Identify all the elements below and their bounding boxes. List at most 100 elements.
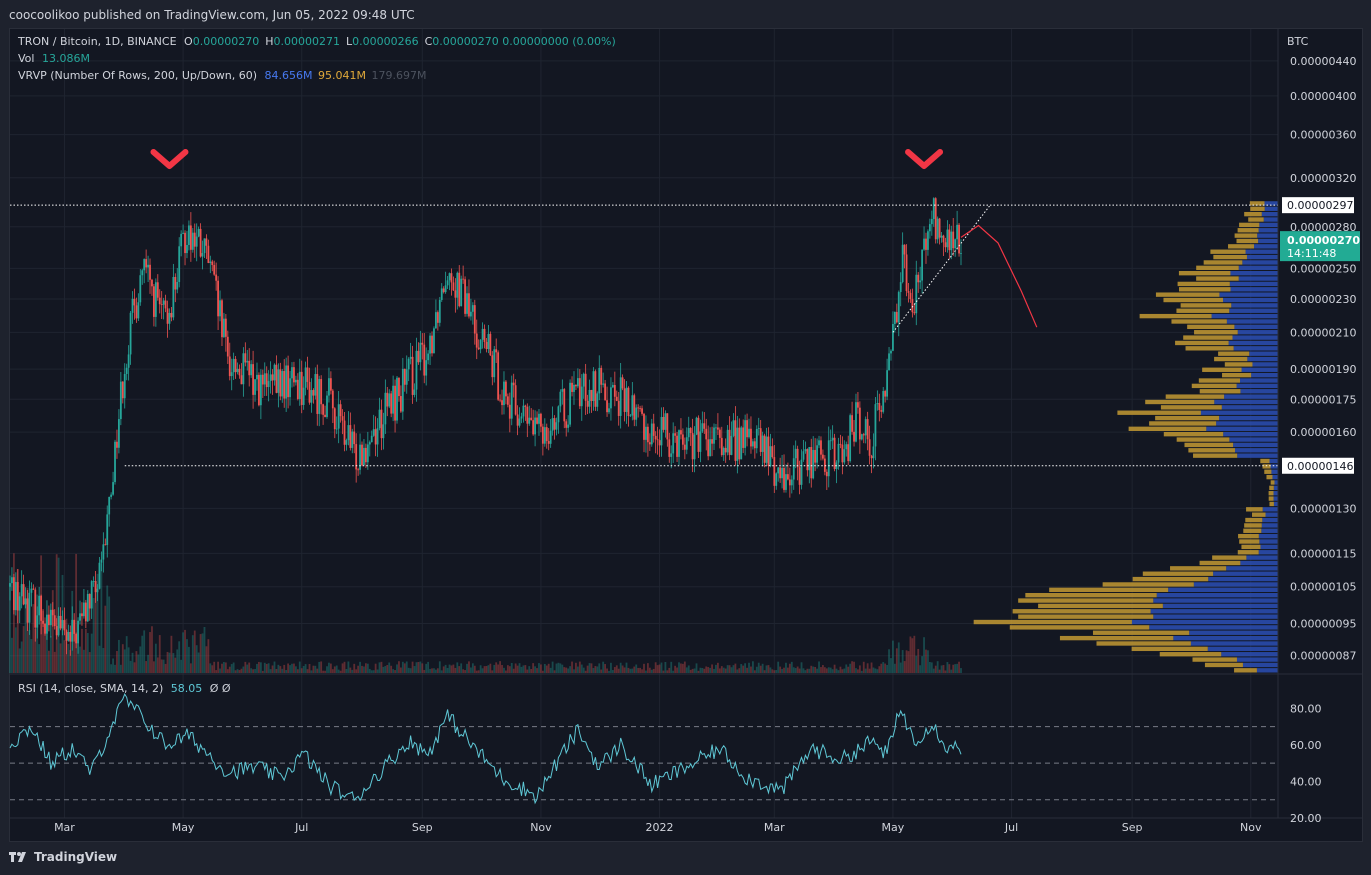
volume-bar-256 — [506, 665, 509, 673]
volume-bar-488 — [958, 661, 960, 673]
volume-bar-210 — [417, 661, 420, 673]
volume-bar-193 — [384, 666, 387, 673]
candle-body-189 — [376, 428, 379, 445]
candle-body-160 — [320, 379, 323, 405]
volume-bar-203 — [403, 663, 406, 673]
volume-bar-113 — [228, 666, 231, 673]
volume-bar-138 — [277, 664, 280, 673]
volume-bar-395 — [777, 661, 780, 673]
vp-up-row-61 — [1228, 340, 1278, 346]
volume-bar-37 — [81, 628, 83, 673]
volume-bar-280 — [553, 670, 556, 673]
candle-body-310 — [611, 385, 614, 388]
volume-bar-169 — [337, 669, 340, 673]
volume-bar-300 — [592, 668, 595, 673]
price-tick-4: 0.00000280 — [1290, 221, 1356, 234]
volume-bar-460 — [903, 661, 906, 673]
vp-down-row-20 — [1199, 560, 1241, 566]
candle-body-109 — [221, 300, 223, 338]
volume-bar-424 — [833, 664, 836, 673]
vp-up-row-39 — [1269, 458, 1278, 464]
volume-bar-114 — [230, 664, 233, 673]
candle-body-239 — [473, 305, 476, 334]
volume-bar-236 — [468, 661, 470, 673]
candle-body-191 — [380, 409, 383, 439]
vp-up-row-78 — [1245, 249, 1278, 254]
vp-down-row-51 — [1165, 394, 1225, 399]
candle-body-0 — [9, 583, 11, 587]
vp-down-row-43 — [1176, 437, 1230, 442]
volume-bar-225 — [446, 667, 449, 673]
volume-bar-86 — [176, 649, 179, 673]
volume-bar-322 — [635, 664, 638, 673]
volume-bar-263 — [520, 666, 523, 673]
tradingview-logo[interactable]: TradingView — [9, 850, 117, 864]
candle-body-377 — [742, 427, 745, 448]
volume-bar-227 — [450, 665, 453, 673]
candle-body-429 — [843, 449, 846, 463]
volume-bar-446 — [876, 669, 879, 673]
vp-down-row-70 — [1155, 292, 1220, 297]
volume-bar-104 — [211, 665, 214, 673]
candle-body-469 — [921, 249, 924, 281]
volume-bar-330 — [650, 669, 653, 673]
volume-bar-235 — [466, 663, 468, 673]
vp-down-row-33 — [1268, 491, 1274, 496]
candle-body-375 — [738, 427, 741, 460]
volume-bar-103 — [209, 663, 212, 673]
volume-bar-258 — [510, 662, 513, 673]
volume-bar-273 — [540, 664, 542, 673]
volume-legend[interactable]: Vol 13.086M — [18, 52, 90, 65]
volume-bar-402 — [790, 661, 793, 673]
candle-body-216 — [429, 335, 431, 354]
volume-bar-262 — [518, 663, 521, 673]
volume-bar-63 — [131, 652, 134, 673]
volume-bar-320 — [631, 668, 634, 673]
volume-bar-261 — [516, 665, 519, 673]
volume-bar-206 — [409, 668, 412, 673]
candle-body-348 — [685, 437, 688, 450]
candle-body-134 — [269, 374, 272, 382]
volume-bar-327 — [645, 670, 647, 673]
vp-up-row-31 — [1273, 501, 1278, 507]
volume-bar-284 — [561, 664, 564, 673]
volume-bar-483 — [948, 664, 951, 673]
volume-bar-204 — [405, 661, 408, 673]
candle-body-18 — [44, 623, 46, 634]
rsi-value: 58.05 — [170, 682, 203, 695]
candle-body-59 — [123, 373, 126, 399]
rsi-legend[interactable]: RSI (14, close, SMA, 14, 2) 58.05 Ø Ø — [18, 682, 231, 695]
candle-body-101 — [205, 238, 208, 246]
candle-body-455 — [893, 311, 896, 324]
candle-body-486 — [954, 239, 957, 249]
candle-body-446 — [876, 403, 879, 405]
candle-body-201 — [400, 396, 402, 412]
volume-bar-191 — [380, 661, 383, 673]
vp-down-row-48 — [1117, 410, 1201, 415]
volume-bar-401 — [788, 663, 791, 673]
volume-bar-319 — [629, 668, 632, 673]
volume-bar-18 — [44, 617, 46, 673]
volume-bar-163 — [326, 666, 328, 673]
candle-body-47 — [100, 559, 103, 563]
candle-body-196 — [390, 393, 393, 414]
candle-body-273 — [540, 413, 542, 427]
volume-bar-240 — [475, 670, 478, 673]
candle-body-271 — [536, 417, 538, 424]
volume-bar-221 — [438, 661, 441, 673]
rsi-extra: Ø Ø — [209, 682, 231, 695]
volume-bar-484 — [950, 669, 953, 673]
candle-body-119 — [240, 375, 243, 385]
vp-up-row-87 — [1264, 201, 1278, 206]
vp-up-row-59 — [1249, 351, 1278, 356]
chevron-marker-1 — [905, 149, 944, 169]
vrvp-legend[interactable]: VRVP (Number Of Rows, 200, Up/Down, 60) … — [18, 69, 426, 82]
symbol-title[interactable]: TRON / Bitcoin, 1D, BINANCE — [18, 35, 177, 48]
volume-bar-247 — [489, 663, 492, 673]
candle-body-144 — [289, 378, 291, 398]
candle-body-64 — [133, 298, 136, 306]
volume-bar-222 — [440, 670, 443, 673]
vrvp-label: VRVP (Number Of Rows, 200, Up/Down, 60) — [18, 69, 258, 82]
candle-body-179 — [357, 469, 360, 471]
